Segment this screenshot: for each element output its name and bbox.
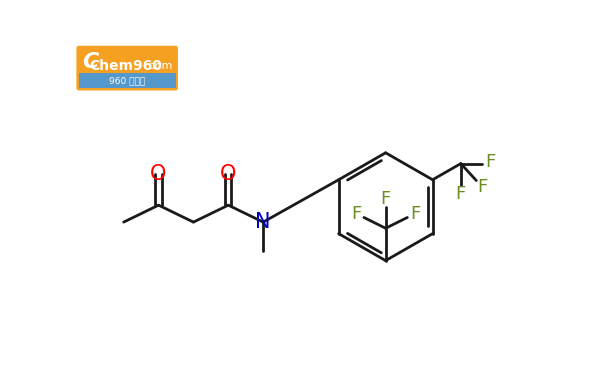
Text: F: F <box>381 190 391 208</box>
Text: F: F <box>456 185 466 203</box>
Text: N: N <box>255 212 271 232</box>
Text: O: O <box>151 164 167 184</box>
FancyBboxPatch shape <box>76 46 178 90</box>
Text: Chem960: Chem960 <box>90 59 163 73</box>
Text: O: O <box>220 164 237 184</box>
Text: F: F <box>485 153 495 171</box>
Text: F: F <box>351 205 361 223</box>
Text: 960 化工网: 960 化工网 <box>109 76 145 85</box>
Bar <box>79 73 175 88</box>
Text: C: C <box>82 52 98 72</box>
Text: .com: .com <box>145 61 173 71</box>
Text: F: F <box>477 178 488 196</box>
Text: F: F <box>410 205 420 223</box>
